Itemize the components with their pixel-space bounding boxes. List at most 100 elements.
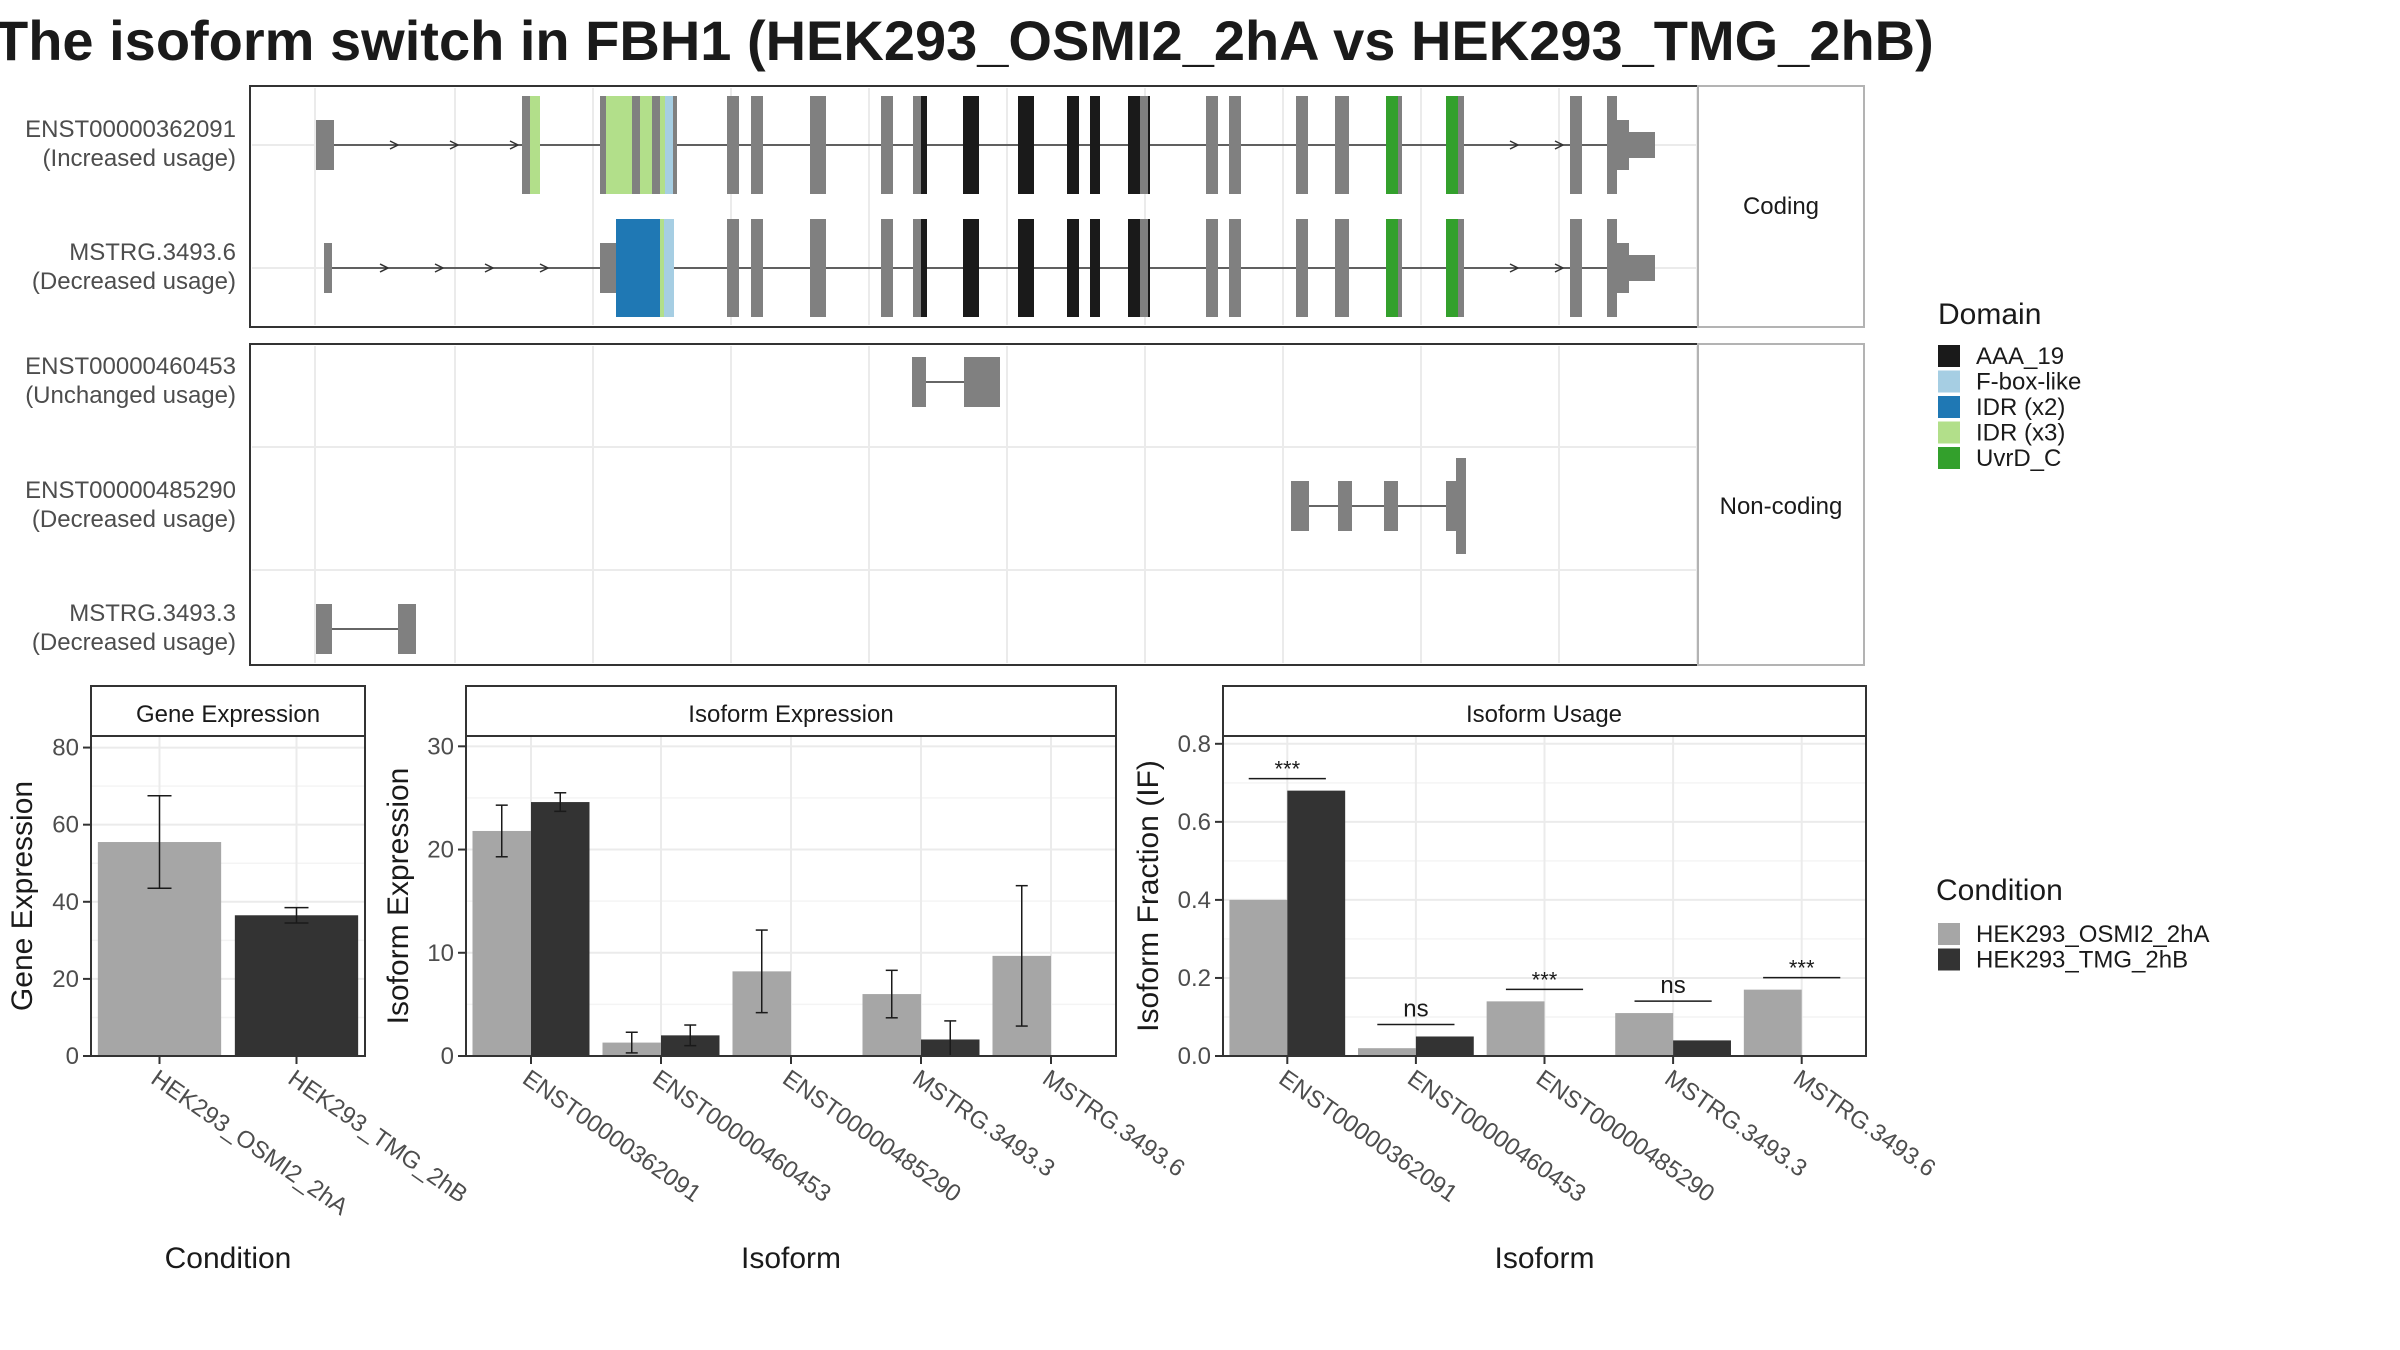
y-tick-label: 0.0 — [1178, 1043, 1211, 1070]
exon-block — [912, 357, 926, 407]
exon-block — [1229, 96, 1241, 194]
exon-block — [652, 96, 660, 194]
exon-block — [963, 96, 979, 194]
exon-block — [1398, 96, 1402, 194]
exon-block — [640, 96, 652, 194]
exon-block — [751, 219, 763, 317]
strand-arrow — [1554, 263, 1565, 273]
domain-legend-label: IDR (x2) — [1976, 394, 2065, 421]
exon-block — [1206, 96, 1218, 194]
domain-legend-swatch — [1938, 396, 1960, 418]
bar — [1486, 1001, 1545, 1056]
exon-block — [398, 604, 416, 654]
exon-block — [727, 219, 739, 317]
noncoding-model-1 — [1291, 458, 1466, 554]
bar — [1615, 1013, 1674, 1056]
exon-block — [1617, 120, 1629, 170]
exon-block — [1206, 219, 1218, 317]
condition-legend-swatch — [1938, 923, 1960, 945]
significance-label: *** — [1274, 757, 1300, 782]
exon-block — [600, 96, 606, 194]
noncoding-model-2 — [316, 604, 416, 654]
condition-legend-label: HEK293_TMG_2hB — [1976, 947, 2188, 974]
domain-legend-swatch — [1938, 345, 1960, 367]
exon-block — [963, 219, 979, 317]
exon-block — [665, 96, 673, 194]
exon-block — [1140, 96, 1148, 194]
panel-title: Isoform Usage — [1466, 701, 1622, 728]
exon-block — [1458, 96, 1464, 194]
exon-block — [1018, 219, 1034, 317]
bar — [234, 915, 359, 1056]
y-axis-title: Gene Expression — [6, 781, 39, 1011]
x-tick-label: MSTRG.3493.6 — [1788, 1065, 1940, 1183]
exon-block — [1570, 96, 1582, 194]
domain-legend-swatch — [1938, 447, 1960, 469]
exon-block — [324, 243, 332, 293]
strand-arrow — [1509, 263, 1520, 273]
strand-arrow — [389, 140, 400, 150]
exon-block — [1291, 481, 1309, 531]
strand-arrow — [1509, 140, 1520, 150]
panel-title: Isoform Expression — [688, 701, 893, 728]
bar — [1287, 790, 1346, 1056]
strand-arrow — [434, 263, 445, 273]
exon-block — [660, 96, 665, 194]
exon-block — [1386, 96, 1398, 194]
plot-border — [465, 735, 1117, 1057]
exon-block — [1384, 481, 1398, 531]
y-tick-label: 0.8 — [1178, 731, 1211, 758]
y-tick-label: 0 — [66, 1043, 79, 1070]
y-tick-label: 0.4 — [1178, 887, 1211, 914]
exon-block — [881, 96, 893, 194]
transcript-id-label: ENST00000460453 — [25, 353, 236, 380]
exon-block — [1335, 96, 1349, 194]
domain-legend-swatch — [1938, 370, 1960, 393]
y-tick-label: 10 — [427, 940, 454, 967]
exon-block — [1386, 219, 1398, 317]
transcript-usage-label: (Increased usage) — [43, 145, 236, 172]
transcript-id-label: ENST00000485290 — [25, 477, 236, 504]
exon-block — [810, 96, 826, 194]
panel-title: Gene Expression — [136, 701, 320, 728]
exon-block — [636, 219, 652, 317]
exon-block — [881, 219, 893, 317]
y-tick-label: 20 — [427, 837, 454, 864]
exon-block — [1296, 219, 1308, 317]
isoform-expression-chart: Isoform ExpressionENST00000362091ENST000… — [382, 685, 1190, 1275]
strand-arrow — [379, 263, 390, 273]
transcript-id-label: MSTRG.3493.3 — [69, 600, 236, 627]
noncoding-model-0 — [912, 357, 1000, 407]
bar — [1229, 899, 1288, 1056]
exon-block — [964, 357, 1000, 407]
y-tick-label: 40 — [52, 889, 79, 916]
exon-block — [1067, 219, 1079, 317]
coding-panel: Coding — [249, 85, 1865, 328]
y-tick-label: 20 — [52, 966, 79, 993]
exon-block — [1446, 219, 1458, 317]
exon-block — [1617, 243, 1629, 293]
panel-strip — [1222, 685, 1867, 737]
exon-block — [660, 219, 664, 317]
exon-block — [810, 219, 826, 317]
figure-title: The isoform switch in FBH1 (HEK293_OSMI2… — [0, 9, 1934, 72]
domain-legend-label: IDR (x3) — [1976, 420, 2065, 447]
plot-border — [1222, 735, 1867, 1057]
exon-block — [1446, 96, 1458, 194]
noncoding-strip-label: Non-coding — [1720, 493, 1843, 520]
exon-block — [1229, 219, 1241, 317]
bar — [1415, 1036, 1474, 1056]
transcript-labels: ENST00000362091(Increased usage) MSTRG.34… — [25, 116, 236, 656]
x-tick-label: MSTRG.3493.6 — [1038, 1065, 1190, 1183]
strand-arrow — [509, 140, 520, 150]
exon-block — [1090, 219, 1100, 317]
transcript-usage-label: (Decreased usage) — [32, 629, 236, 656]
exon-block — [1128, 219, 1138, 317]
condition-legend-label: HEK293_OSMI2_2hA — [1976, 921, 2209, 948]
exon-block — [606, 96, 632, 194]
y-tick-label: 0 — [441, 1043, 454, 1070]
exon-block — [1128, 96, 1138, 194]
exon-block — [1140, 219, 1148, 317]
